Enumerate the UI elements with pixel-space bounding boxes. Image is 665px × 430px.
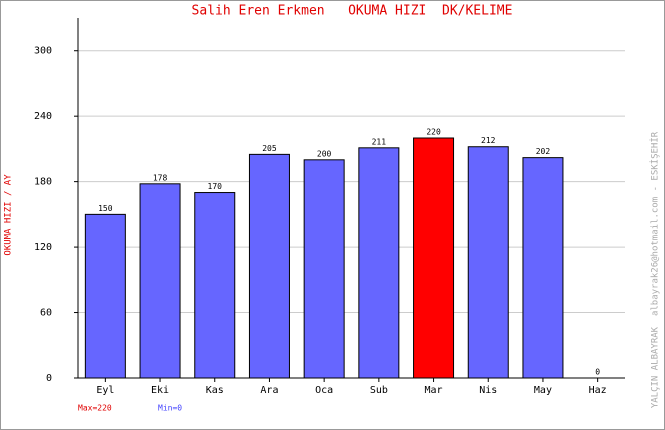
y-tick-label: 0 <box>46 373 52 384</box>
bar <box>303 159 345 379</box>
data-label: 212 <box>481 136 496 145</box>
x-tick-label: Nis <box>479 385 497 396</box>
y-tick-label: 300 <box>34 46 52 57</box>
data-label: 202 <box>536 147 551 156</box>
x-tick-label: Kas <box>206 385 224 396</box>
x-tick-label: Sub <box>370 385 388 396</box>
bar <box>139 183 181 379</box>
bar <box>194 192 236 379</box>
max-note: Max=220 <box>78 404 112 413</box>
side-note: YALÇIN ALBAYRAK albayrak26@hotmail.com -… <box>650 131 661 408</box>
x-tick-label: Ara <box>260 385 278 396</box>
x-tick-label: May <box>534 385 552 396</box>
chart-title: Salih Eren Erkmen OKUMA HIZI DK/KELIME <box>192 4 513 19</box>
data-label: 220 <box>426 128 441 137</box>
bar <box>413 137 455 379</box>
data-label: 200 <box>317 149 332 158</box>
bar <box>248 153 290 379</box>
x-tick-label: Mar <box>425 385 443 396</box>
data-label: 0 <box>595 368 600 377</box>
min-note: Min=0 <box>158 404 182 413</box>
bar <box>84 213 126 379</box>
data-label: 205 <box>262 144 277 153</box>
bar <box>358 147 400 379</box>
data-label: 150 <box>98 204 113 213</box>
y-tick-label: 180 <box>34 177 52 188</box>
data-label: 211 <box>372 137 387 146</box>
y-tick-label: 60 <box>40 308 52 319</box>
data-label: 178 <box>153 173 168 182</box>
bar <box>522 157 564 379</box>
data-label: 170 <box>208 182 223 191</box>
y-tick-label: 120 <box>34 242 52 253</box>
y-tick-label: 240 <box>34 111 52 122</box>
x-tick-label: Oca <box>315 385 333 396</box>
x-tick-label: Eki <box>151 385 169 396</box>
y-axis-label: OKUMA HIZI / AY <box>4 174 14 256</box>
x-tick-label: Eyl <box>96 385 114 396</box>
bar <box>467 146 509 379</box>
x-tick-label: Haz <box>589 385 607 396</box>
